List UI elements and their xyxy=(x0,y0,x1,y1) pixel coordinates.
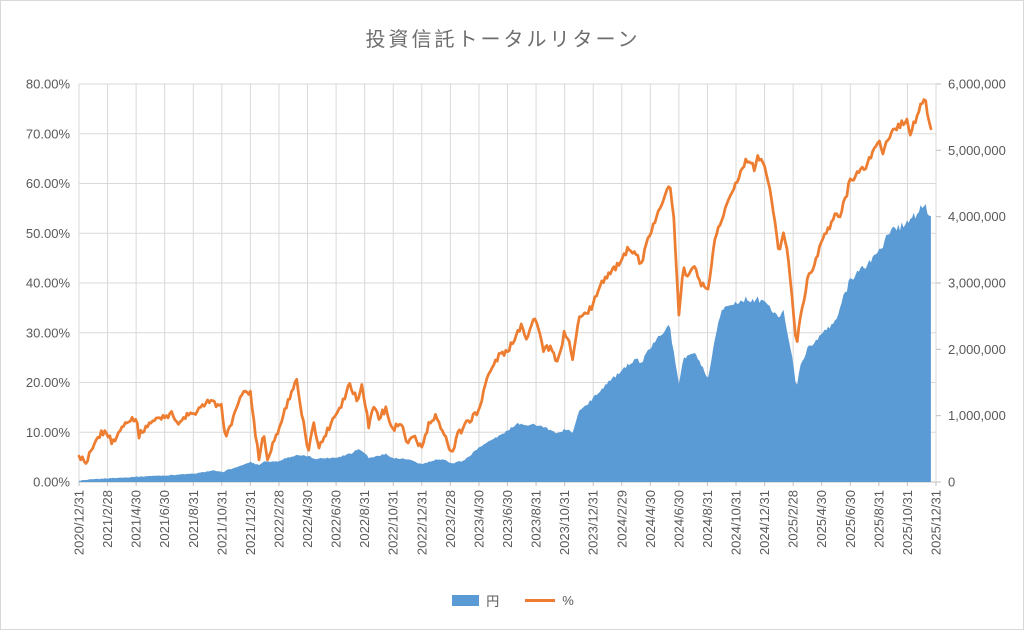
x-tick-label: 2023/6/30 xyxy=(500,490,515,548)
x-tick-label: 2025/6/30 xyxy=(843,490,858,548)
x-tick-label: 2020/12/31 xyxy=(72,490,87,555)
area-series-swatch xyxy=(452,595,480,606)
x-tick-label: 2023/10/31 xyxy=(557,490,572,555)
chart-title: 投資信託トータルリターン xyxy=(365,29,641,51)
x-tick-label: 2025/4/30 xyxy=(814,490,829,548)
y-right-tick-label: 3,000,000 xyxy=(948,276,1006,291)
y-right-tick-label: 0 xyxy=(948,475,955,490)
legend-item-percent: % xyxy=(525,593,574,608)
x-tick-label: 2024/12/31 xyxy=(757,490,772,555)
x-tick-label: 2022/2/28 xyxy=(271,490,286,548)
y-right-tick-label: 4,000,000 xyxy=(948,209,1006,224)
x-tick-label: 2025/8/31 xyxy=(871,490,886,548)
x-tick-label: 2023/8/31 xyxy=(529,490,544,548)
y-right-tick-label: 1,000,000 xyxy=(948,408,1006,423)
y-left-tick-label: 40.00% xyxy=(26,276,71,291)
x-tick-label: 2022/6/30 xyxy=(329,490,344,548)
x-tick-label: 2022/12/31 xyxy=(414,490,429,555)
x-tick-label: 2025/10/31 xyxy=(900,490,915,555)
x-tick-label: 2022/10/31 xyxy=(386,490,401,555)
y-left-tick-label: 60.00% xyxy=(26,176,71,191)
x-tick-label: 2021/4/30 xyxy=(129,490,144,548)
x-tick-label: 2025/2/28 xyxy=(786,490,801,548)
x-tick-label: 2024/4/30 xyxy=(643,490,658,548)
legend-label-percent: % xyxy=(562,593,574,608)
x-tick-label: 2024/8/31 xyxy=(700,490,715,548)
chart-legend: 円 % xyxy=(1,591,1023,610)
y-left-tick-label: 0.00% xyxy=(33,475,70,490)
percent-line-series xyxy=(77,98,933,465)
x-tick-label: 2024/6/30 xyxy=(671,490,686,548)
x-tick-label: 2024/2/29 xyxy=(614,490,629,548)
x-tick-label: 2023/2/28 xyxy=(443,490,458,548)
y-left-tick-label: 10.00% xyxy=(26,425,71,440)
x-tick-label: 2022/8/31 xyxy=(357,490,372,548)
y-left-tick-label: 70.00% xyxy=(26,126,71,141)
line-series-swatch xyxy=(525,599,556,602)
y-left-tick-label: 80.00% xyxy=(26,77,71,92)
x-tick-label: 2024/10/31 xyxy=(729,490,744,555)
y-right-tick-label: 5,000,000 xyxy=(948,143,1006,158)
legend-item-yen: 円 xyxy=(452,591,499,610)
x-tick-label: 2021/10/31 xyxy=(214,490,229,555)
x-tick-label: 2022/4/30 xyxy=(300,490,315,548)
y-left-tick-label: 50.00% xyxy=(26,226,71,241)
x-tick-label: 2021/2/28 xyxy=(100,490,115,548)
y-right-tick-label: 2,000,000 xyxy=(948,342,1006,357)
y-left-tick-label: 30.00% xyxy=(26,325,71,340)
yen-area-series xyxy=(79,204,931,482)
x-tick-label: 2021/8/31 xyxy=(186,490,201,548)
x-tick-label: 2023/12/31 xyxy=(586,490,601,555)
x-tick-label: 2023/4/30 xyxy=(471,490,486,548)
x-tick-label: 2021/6/30 xyxy=(157,490,172,548)
y-right-tick-label: 6,000,000 xyxy=(948,77,1006,92)
legend-label-yen: 円 xyxy=(486,594,500,609)
y-left-tick-label: 20.00% xyxy=(26,375,71,390)
x-tick-label: 2025/12/31 xyxy=(929,490,944,555)
x-tick-label: 2021/12/31 xyxy=(243,490,258,555)
